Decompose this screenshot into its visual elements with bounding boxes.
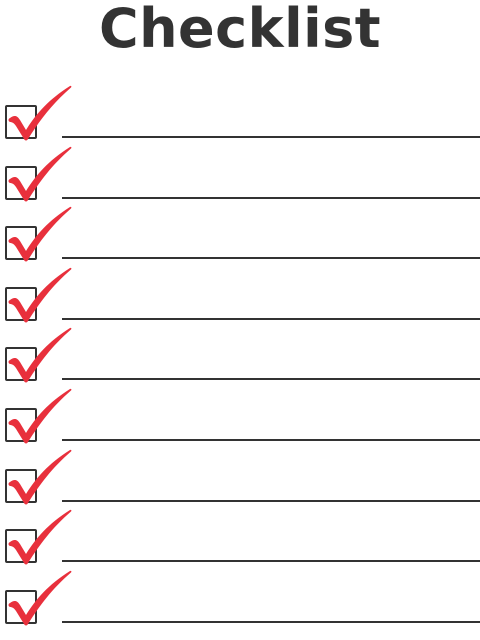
checklist-item [0, 146, 480, 214]
checkmark-icon [8, 207, 72, 262]
checklist-item [0, 85, 480, 153]
checklist-item [0, 328, 480, 395]
checkmark-icon [8, 510, 72, 565]
checkmark-icon [8, 328, 72, 383]
write-line[interactable] [62, 499, 480, 502]
checkmark-icon [8, 267, 72, 323]
checklist-item [0, 510, 480, 577]
write-line[interactable] [62, 196, 480, 199]
checkmark-icon [8, 570, 72, 626]
checklist-item [0, 449, 480, 517]
checklist-item [0, 207, 480, 274]
checklist-item [0, 267, 480, 335]
write-line[interactable] [62, 136, 480, 138]
checkmark-icon [8, 449, 72, 505]
checklist-item [0, 388, 480, 456]
page-title: Checklist [98, 0, 382, 60]
checkmark-icon [8, 85, 72, 141]
write-line[interactable] [62, 620, 480, 623]
write-line[interactable] [62, 257, 480, 260]
write-line[interactable] [62, 560, 480, 563]
write-line[interactable] [62, 317, 480, 320]
checklist-item [0, 570, 480, 638]
write-line[interactable] [62, 439, 480, 441]
checkmark-icon [8, 146, 72, 202]
checkmark-icon [8, 388, 72, 444]
write-line[interactable] [62, 378, 480, 381]
